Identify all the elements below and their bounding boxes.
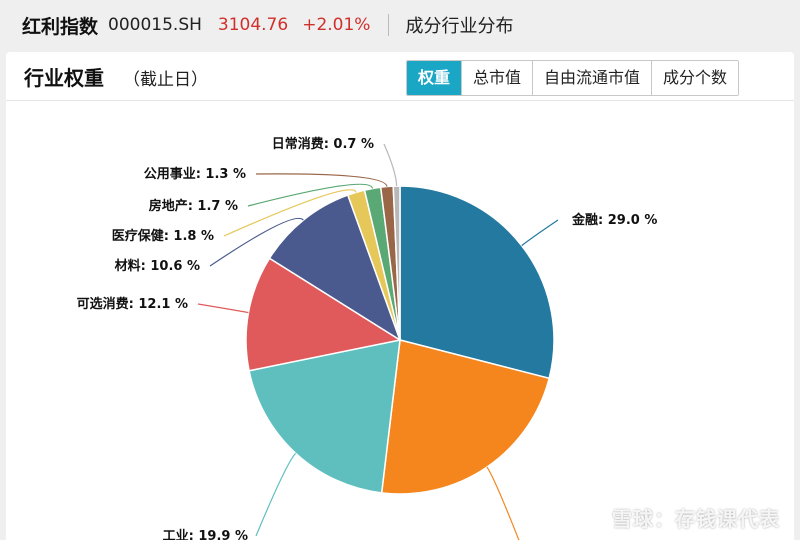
divider (388, 14, 390, 36)
pie-chart: 金融: 29.0 %能源: 22.9 %工业: 19.9 %可选消费: 12.1… (77, 136, 657, 540)
top-bar: 红利指数 000015.SH 3104.76 +2.01% 成分行业分布 (0, 0, 800, 50)
tab-weight[interactable]: 权重 (407, 61, 462, 95)
slice-label-8: 日常消费: 0.7 % (272, 136, 374, 152)
slice-label-0: 金融: 29.0 % (571, 212, 657, 228)
industry-weight-panel: 行业权重 （截止日） 权重 总市值 自由流通市值 成分个数 金融: 29.0 %… (6, 52, 794, 540)
index-price: 3104.76 (217, 15, 289, 35)
leader-line-1 (486, 466, 520, 540)
leader-line-4 (209, 217, 304, 267)
pie-slice-4[interactable] (268, 194, 402, 342)
watermark: 雪球：存钱课代表 (612, 507, 780, 531)
leader-line-0 (521, 219, 559, 247)
panel-header: 行业权重 （截止日） 权重 总市值 自由流通市值 成分个数 (6, 52, 794, 101)
section-title: 成分行业分布 (405, 16, 514, 37)
leader-line-5 (223, 189, 357, 237)
index-change: +2.01% (302, 15, 371, 35)
leader-line-7 (255, 173, 388, 187)
panel-subtitle: （截止日） (123, 70, 208, 90)
pie-slice-2[interactable] (248, 339, 401, 494)
slice-label-2: 工业: 19.9 % (163, 528, 248, 540)
slice-label-6: 房地产: 1.7 % (149, 198, 238, 214)
tab-total-market-cap[interactable]: 总市值 (461, 61, 533, 95)
index-name: 红利指数 (22, 15, 99, 38)
tab-constituent-count[interactable]: 成分个数 (651, 61, 739, 95)
leader-line-2 (255, 452, 297, 537)
leader-line-8 (383, 143, 398, 187)
slice-label-3: 可选消费: 12.1 % (77, 296, 188, 312)
tab-free-float-market-cap[interactable]: 自由流通市值 (532, 61, 652, 95)
index-code: 000015.SH (108, 15, 202, 35)
metric-tabs: 权重 总市值 自由流通市值 成分个数 (406, 60, 740, 96)
slice-label-4: 材料: 10.6 % (115, 258, 200, 274)
slice-label-7: 公用事业: 1.3 % (144, 166, 246, 182)
leader-line-3 (197, 303, 249, 314)
leader-line-6 (247, 183, 374, 207)
panel-title: 行业权重 (24, 66, 104, 90)
slice-label-5: 医疗保健: 1.8 % (112, 228, 214, 244)
